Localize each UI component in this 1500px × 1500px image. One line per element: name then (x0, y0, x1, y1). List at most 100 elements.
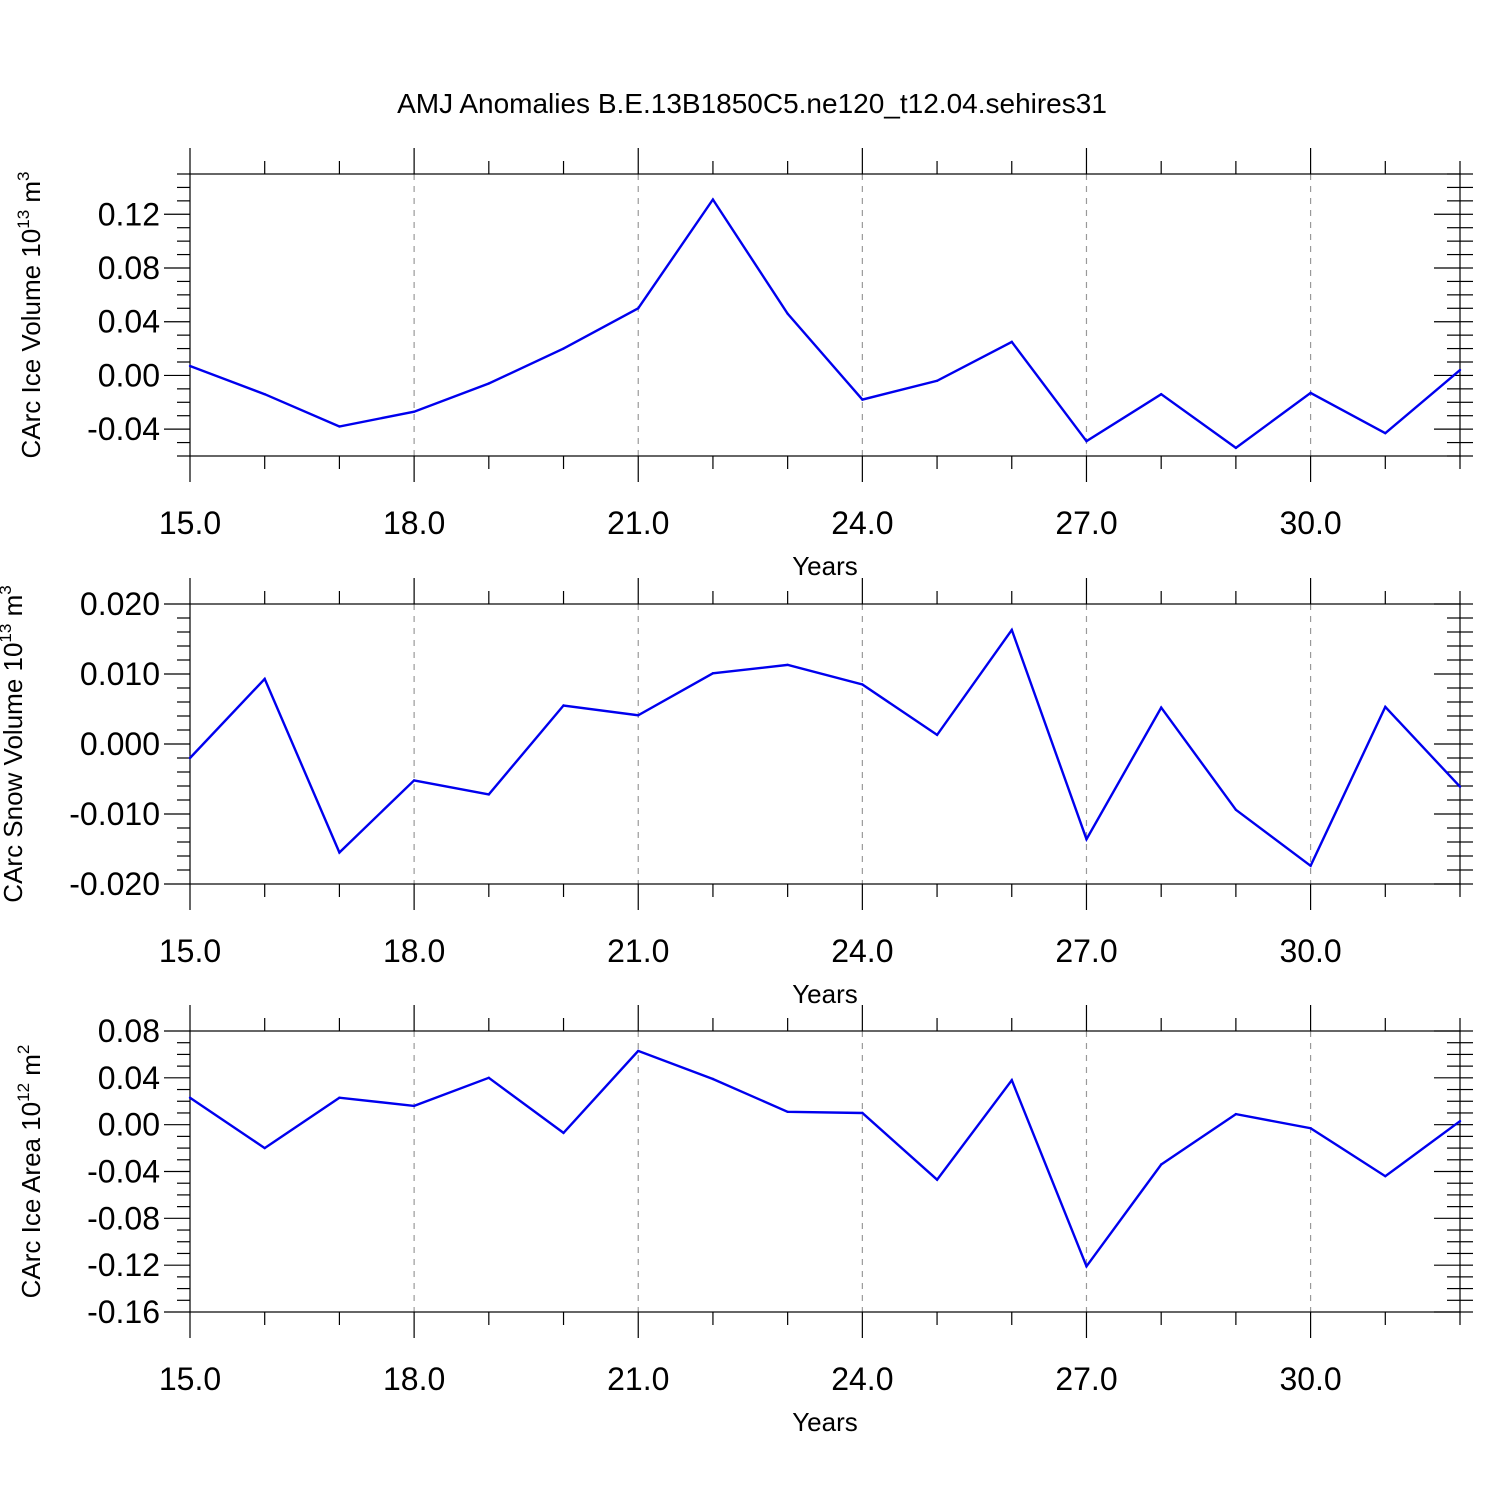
y-tick-label: 0.000 (80, 726, 160, 762)
panel-ice-area: 15.0 18.0 21.0 24.0 27.0 30.0 0.08 0.04 0.00 -0.0… (14, 1005, 1473, 1437)
y-tick-label: -0.020 (69, 866, 160, 902)
plot-frame (189, 173, 1461, 457)
data-point (1234, 808, 1238, 811)
x-axis-label: Years (792, 551, 858, 581)
data-point (188, 756, 192, 760)
y-tick-label: 0.08 (98, 1013, 160, 1049)
data-point (1085, 440, 1088, 443)
y-tick-label: 0.020 (80, 586, 160, 622)
data-point (263, 393, 266, 396)
y-axis-label: CArc Snow Volume 1013 m3 (0, 585, 28, 902)
data-point (188, 364, 192, 368)
data-point (1085, 838, 1088, 841)
x-axis-label: Years (792, 979, 858, 1009)
data-point (1309, 1126, 1312, 1130)
y-tick-label: 0.08 (98, 250, 160, 286)
x-tick-label: 24.0 (831, 933, 893, 969)
data-point (188, 1096, 192, 1099)
page-title: AMJ Anomalies B.E.13B1850C5.ne120_t12.04… (397, 88, 1107, 119)
y-tick-label: -0.04 (87, 1154, 160, 1190)
data-point (412, 410, 416, 413)
data-point (412, 779, 416, 782)
data-point (786, 1110, 789, 1113)
data-point (1384, 431, 1387, 435)
data-point (1384, 1174, 1387, 1178)
x-tick-label: 15.0 (159, 933, 221, 969)
data-point (263, 677, 266, 681)
data-point (1159, 1163, 1163, 1166)
x-tick-label: 24.0 (831, 505, 893, 541)
x-tick-label: 15.0 (159, 1361, 221, 1397)
data-point (637, 714, 640, 717)
y-axis-label-unit-exponent: 3 (14, 171, 33, 180)
data-point (338, 851, 341, 854)
data-point (1458, 785, 1462, 788)
y-tick-label: 0.00 (98, 357, 160, 393)
data-point (1458, 368, 1462, 372)
y-tick-label: 0.04 (98, 1060, 160, 1096)
data-point (1234, 446, 1238, 450)
y-axis-label-base: CArc Snow Volume 10 (0, 643, 28, 903)
y-axis-label-unit-exponent: 2 (14, 1045, 33, 1054)
y-axis-label-unit-exponent: 3 (0, 585, 15, 594)
series-line (189, 1049, 1461, 1269)
y-tick-label: -0.04 (87, 411, 160, 447)
series-line (189, 197, 1461, 450)
data-point (861, 398, 864, 401)
y-axis-label-unit: m (16, 181, 46, 210)
data-point (562, 704, 565, 707)
y-axis-label-unit: m (0, 595, 28, 624)
y-axis-label-exponent: 13 (14, 210, 33, 229)
data-point (637, 307, 640, 310)
y-tick-label: -0.08 (87, 1200, 160, 1236)
data-point (562, 347, 565, 350)
data-point (338, 1096, 341, 1099)
data-point (1159, 706, 1163, 709)
y-tick-label: 0.00 (98, 1107, 160, 1143)
x-tick-label: 30.0 (1279, 505, 1341, 541)
data-point (637, 1049, 640, 1053)
x-tick-label: 15.0 (159, 505, 221, 541)
x-tick-label: 30.0 (1279, 933, 1341, 969)
series-line (189, 627, 1461, 868)
data-point (1309, 864, 1312, 867)
x-tick-label: 21.0 (607, 505, 669, 541)
panel-snow-volume: 15.0 18.0 21.0 24.0 27.0 30.0 0.020 0.010 0.000 -… (0, 578, 1473, 1009)
data-point (861, 1111, 864, 1115)
y-tick-label: -0.010 (69, 796, 160, 832)
x-tick-label: 27.0 (1055, 933, 1117, 969)
y-axis-label-unit: m (16, 1054, 46, 1083)
y-axis-label-base: CArc Ice Area 10 (16, 1102, 46, 1299)
data-point (786, 663, 789, 667)
data-point (338, 425, 341, 428)
data-point (861, 683, 864, 686)
x-tick-label: 18.0 (383, 505, 445, 541)
x-tick-label: 18.0 (383, 933, 445, 969)
data-point (935, 733, 939, 737)
plot-frame (189, 1030, 1461, 1313)
data-point (487, 793, 491, 796)
data-point (711, 672, 715, 675)
x-tick-label: 27.0 (1055, 1361, 1117, 1397)
x-axis-label: Years (792, 1407, 858, 1437)
data-point (263, 1146, 266, 1150)
data-point (487, 1076, 491, 1080)
plot-frame (189, 603, 1461, 885)
y-axis-label: CArc Ice Area 1012 m2 (14, 1045, 46, 1299)
data-point (1010, 340, 1013, 344)
x-tick-label: 27.0 (1055, 505, 1117, 541)
data-point (412, 1104, 416, 1108)
y-axis-label-base: CArc Ice Volume 10 (16, 229, 46, 459)
data-point (1010, 1078, 1013, 1082)
data-point (1010, 628, 1013, 632)
data-point (786, 312, 789, 315)
data-point (487, 382, 491, 385)
y-tick-label: 0.12 (98, 196, 160, 232)
data-point (1159, 393, 1163, 396)
x-tick-label: 21.0 (607, 933, 669, 969)
y-tick-label: 0.04 (98, 304, 160, 340)
x-tick-label: 18.0 (383, 1361, 445, 1397)
y-tick-label: -0.16 (87, 1294, 160, 1330)
y-tick-label: -0.12 (87, 1247, 160, 1283)
